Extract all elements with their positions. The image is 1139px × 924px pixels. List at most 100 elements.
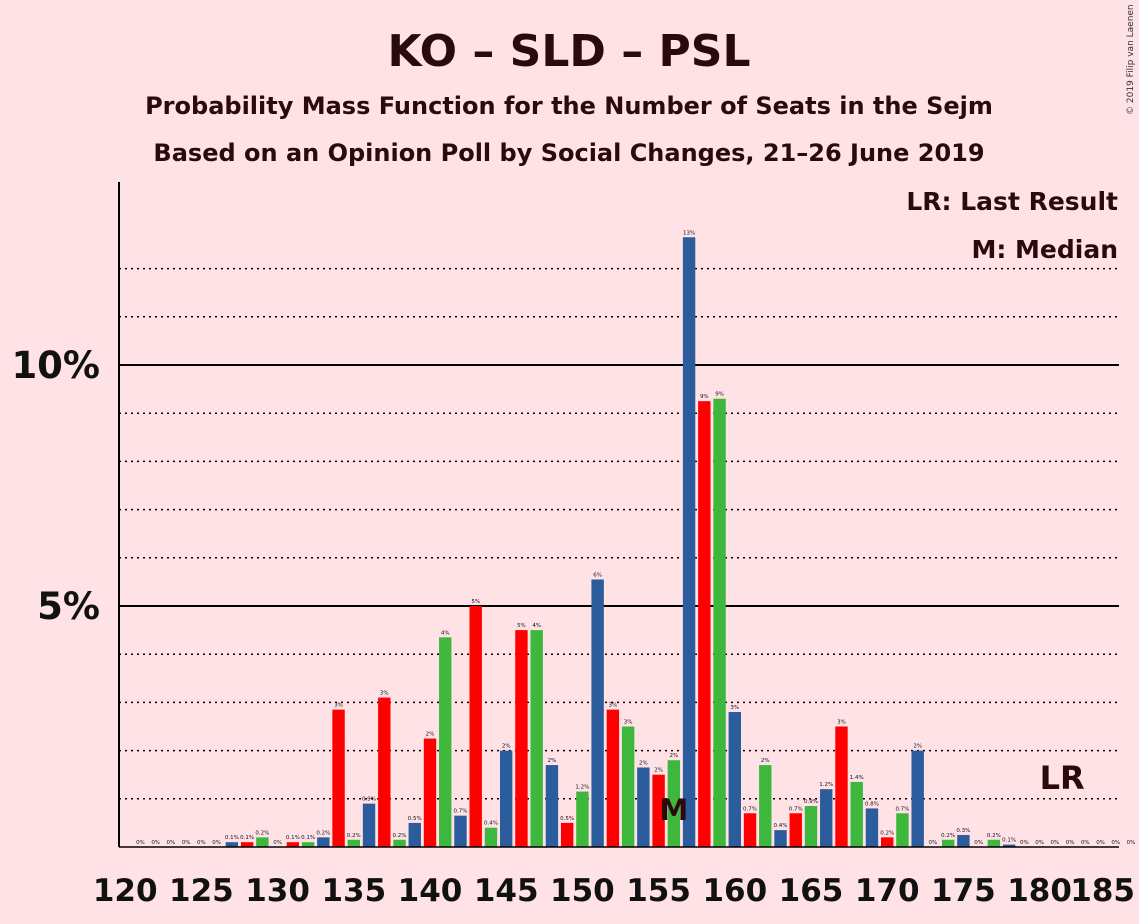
bar-seat-162 — [759, 765, 772, 847]
bar-label-seat-153: 3% — [624, 720, 633, 726]
bar-seat-172 — [911, 750, 924, 847]
bar-label-seat-170: 0.2% — [880, 830, 894, 836]
bar-label-seat-181: 0% — [1050, 840, 1059, 846]
bar-label-seat-149: 0.5% — [560, 816, 574, 822]
bar-seat-155 — [652, 774, 665, 847]
bar-label-seat-145: 2% — [502, 744, 511, 750]
bar-seat-144 — [484, 827, 498, 847]
bar-seat-134 — [332, 709, 345, 847]
x-tick-label: 170 — [855, 873, 920, 909]
bar-label-seat-137: 3% — [380, 691, 389, 697]
bar-seat-166 — [820, 789, 833, 847]
bar-seat-153 — [621, 726, 635, 847]
bar-seat-174 — [941, 839, 955, 847]
bar-seat-132 — [301, 842, 315, 847]
bar-seat-141 — [439, 637, 452, 847]
bar-seat-177 — [987, 839, 1001, 847]
bar-label-seat-175: 0.3% — [956, 828, 970, 834]
bar-label-seat-143: 5% — [471, 599, 480, 605]
median-marker: M — [659, 793, 688, 827]
bar-seat-138 — [393, 839, 406, 847]
bar-seat-142 — [454, 815, 467, 847]
bar-label-seat-138: 0.2% — [393, 833, 407, 839]
bar-seat-127 — [225, 842, 239, 847]
bar-label-seat-166: 1.2% — [819, 782, 833, 788]
bar-label-seat-186: 0% — [1127, 840, 1136, 846]
bar-label-seat-135: 0.2% — [347, 833, 361, 839]
bar-label-seat-139: 0.5% — [408, 816, 422, 822]
bar-seat-147 — [530, 630, 543, 847]
bar-seat-171 — [896, 813, 909, 847]
bar-label-seat-165: 0.9% — [804, 799, 818, 805]
bar-label-seat-131: 0.1% — [286, 835, 300, 841]
bar-label-seat-140: 2% — [426, 732, 435, 738]
bar-label-seat-185: 0% — [1111, 840, 1120, 846]
bar-seat-170 — [881, 837, 894, 847]
bar-seat-154 — [637, 767, 650, 847]
bar-label-seat-123: 0% — [167, 840, 176, 846]
bar-label-seat-134: 3% — [334, 703, 343, 709]
bar-label-seat-142: 0.7% — [453, 809, 467, 815]
bar-label-seat-127: 0.1% — [225, 835, 239, 841]
bar-label-seat-150: 1.2% — [575, 785, 589, 791]
bar-seat-168 — [850, 781, 863, 847]
bar-label-seat-152: 3% — [609, 703, 618, 709]
x-tick-label: 185 — [1070, 873, 1135, 909]
y-tick-label: 10% — [11, 344, 100, 387]
bar-seat-143 — [469, 606, 482, 847]
bar-seat-157 — [682, 237, 696, 847]
bar-label-seat-122: 0% — [151, 840, 160, 846]
x-tick-label: 125 — [169, 873, 234, 909]
bar-label-seat-169: 0.8% — [865, 801, 879, 807]
bar-seat-156 — [667, 760, 681, 847]
bar-label-seat-173: 0% — [929, 840, 938, 846]
bar-value-labels: 0% 0% 0% 0% 0% 0%0.1% 0.1%0.2%0%0.1% 0.1%0.2%3%… — [136, 230, 1135, 846]
bar-seat-163 — [774, 830, 787, 847]
bar-label-seat-168: 1.4% — [850, 775, 864, 781]
bar-seat-158 — [698, 401, 711, 847]
bar-label-seat-132: 0.1% — [301, 835, 315, 841]
bar-label-seat-167: 3% — [837, 720, 846, 726]
bar-seat-140 — [423, 738, 437, 847]
bar-label-seat-128: 0.1% — [240, 835, 254, 841]
bar-seat-131 — [286, 842, 300, 847]
bar-label-seat-162: 2% — [761, 758, 770, 764]
bar-label-seat-179: 0% — [1020, 840, 1029, 846]
x-tick-label: 150 — [550, 873, 615, 909]
bar-seat-167 — [835, 726, 848, 847]
bar-label-seat-163: 0.4% — [774, 823, 788, 829]
bar-label-seat-174: 0.2% — [941, 833, 955, 839]
bar-label-seat-164: 0.7% — [789, 806, 803, 812]
bar-seat-178 — [1002, 844, 1016, 847]
x-tick-labels: 120 125 130 135 140 145 150 155 160 165 170 175 1801… — [93, 873, 1135, 909]
bar-seat-159 — [713, 398, 726, 847]
y-tick-labels: 5% 10% — [11, 344, 100, 628]
bar-label-seat-160: 3% — [730, 705, 739, 711]
bar-seat-133 — [317, 837, 330, 847]
bar-label-seat-154: 2% — [639, 760, 648, 766]
legend-median: M: Median — [971, 235, 1118, 264]
last-result-marker: LR — [1040, 759, 1085, 797]
chart-title: KO – SLD – PSL — [387, 26, 750, 77]
bar-label-seat-146: 5% — [517, 623, 526, 629]
bar-label-seat-155: 2% — [654, 768, 663, 774]
bar-label-seat-121: 0% — [136, 840, 145, 846]
bar-label-seat-151: 6% — [593, 572, 602, 578]
chart-subtitle: Probability Mass Function for the Number… — [145, 92, 993, 120]
legend-last-result: LR: Last Result — [906, 187, 1118, 216]
bar-seat-164 — [789, 813, 802, 847]
bar-label-seat-161: 0.7% — [743, 806, 757, 812]
bar-seat-169 — [865, 808, 879, 847]
copyright-note: © 2019 Filip van Laenen — [1126, 4, 1136, 115]
x-tick-label: 175 — [931, 873, 996, 909]
x-tick-label: 130 — [245, 873, 310, 909]
bar-label-seat-180: 0% — [1035, 840, 1044, 846]
bar-label-seat-148: 2% — [548, 758, 557, 764]
y-tick-label: 5% — [37, 585, 100, 628]
bar-label-seat-126: 0% — [212, 840, 221, 846]
chart-subtitle-2: Based on an Opinion Poll by Social Chang… — [153, 139, 984, 167]
bar-seat-175 — [957, 834, 970, 847]
bar-seat-137 — [378, 697, 391, 847]
bar-seat-136 — [362, 803, 376, 847]
bar-seat-135 — [347, 839, 360, 847]
